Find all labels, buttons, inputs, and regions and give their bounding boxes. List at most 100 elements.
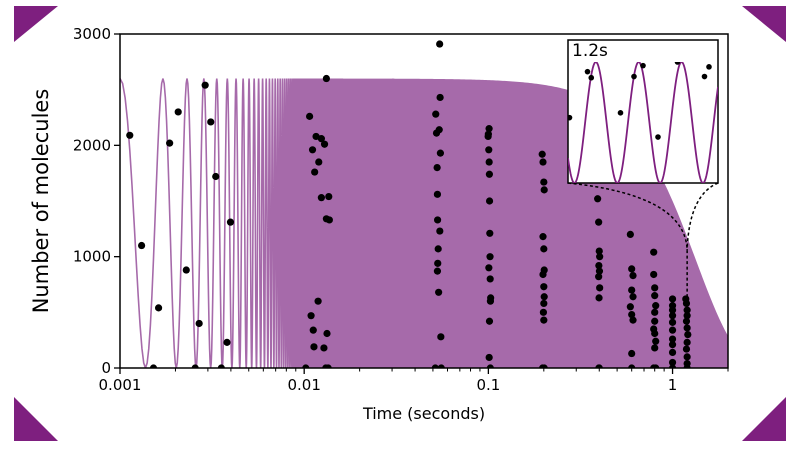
sample-point — [668, 364, 677, 368]
sample-point — [314, 297, 322, 305]
y-axis: 0 1000 2000 3000 — [73, 25, 120, 377]
sample-point — [540, 186, 548, 194]
sample-point — [629, 293, 637, 301]
sample-point — [434, 259, 442, 267]
x-axis-label: Time (seconds) — [362, 404, 485, 423]
sample-point — [668, 318, 677, 326]
sample-point — [191, 364, 199, 368]
zoom-line-left — [567, 182, 688, 299]
sample-point — [433, 216, 442, 224]
sample-point — [431, 364, 439, 368]
sample-point — [486, 253, 494, 261]
corner-decoration-top-right — [742, 6, 786, 42]
sample-point — [595, 273, 603, 281]
sample-point — [540, 293, 548, 301]
sample-point — [302, 364, 310, 368]
sample-point — [540, 316, 548, 324]
inset-sample-point — [640, 62, 646, 69]
inset-oscillation-line — [568, 62, 718, 183]
sample-point — [485, 317, 494, 325]
sample-point — [652, 337, 660, 345]
sample-point — [207, 118, 215, 126]
x-tick-label: 0.1 — [476, 376, 500, 394]
inset-frame — [567, 39, 719, 184]
x-tick-label: 0.01 — [287, 376, 320, 394]
inset-sample-point — [706, 64, 712, 70]
sample-point — [595, 247, 603, 255]
sample-point — [435, 288, 443, 296]
corner-decoration-bottom-left — [14, 397, 58, 441]
sample-point — [628, 349, 636, 358]
sample-point — [485, 125, 493, 133]
inset-sample-point — [655, 134, 661, 140]
y-axis-label: Number of molecules — [29, 89, 53, 314]
sample-point — [487, 294, 495, 302]
sample-point — [668, 348, 677, 357]
inset-sample-point — [701, 73, 708, 80]
plot-frame — [119, 33, 729, 369]
sample-point — [626, 230, 634, 238]
sample-point — [174, 108, 182, 116]
sample-point — [650, 270, 658, 279]
inset-sample-point — [588, 74, 595, 81]
sample-point — [683, 338, 691, 346]
sample-point — [485, 170, 493, 178]
sample-point — [651, 317, 659, 325]
sample-point — [486, 364, 494, 368]
sample-point — [652, 364, 660, 368]
sample-point — [433, 190, 442, 198]
sample-point — [540, 178, 548, 186]
x-tick-label: 1 — [668, 376, 678, 394]
sample-point — [683, 353, 691, 361]
sample-point — [540, 245, 548, 253]
sample-point — [683, 324, 691, 332]
sample-point — [315, 158, 323, 166]
inset-sample-point — [617, 110, 624, 116]
sample-point — [595, 218, 603, 226]
sample-points-layer — [126, 40, 692, 368]
sample-point — [317, 135, 325, 143]
sample-point — [310, 343, 318, 351]
y-tick-label: 1000 — [73, 248, 111, 266]
inset-plot — [568, 62, 718, 183]
sample-point — [166, 139, 174, 147]
sample-point — [595, 267, 604, 275]
sample-point — [223, 338, 231, 346]
sample-point — [628, 310, 636, 319]
sample-point — [306, 112, 314, 120]
sample-point — [485, 146, 493, 154]
sample-point — [595, 261, 603, 270]
sample-point — [683, 306, 691, 314]
sample-point — [217, 364, 225, 368]
sample-point — [195, 319, 203, 328]
sample-point — [626, 303, 634, 311]
sample-point — [154, 304, 163, 312]
sample-point — [596, 284, 604, 292]
sample-point — [668, 358, 677, 367]
sample-point — [668, 335, 677, 343]
sample-point — [539, 233, 547, 241]
sample-point — [682, 299, 691, 308]
sample-point — [138, 241, 146, 250]
sample-point — [486, 275, 494, 283]
sample-point — [682, 317, 691, 325]
sample-point — [539, 270, 547, 279]
inset-label: 1.2s — [572, 41, 608, 61]
sample-point — [485, 264, 493, 272]
sample-point — [682, 345, 691, 353]
x-axis: 0.001 0.01 0.1 1 — [99, 368, 729, 394]
sample-point — [485, 158, 493, 166]
sample-point — [668, 306, 677, 314]
y-tick-label: 0 — [101, 359, 111, 377]
sample-point — [435, 126, 443, 134]
sample-point — [322, 74, 330, 83]
sample-point — [539, 364, 547, 368]
sample-point — [628, 265, 636, 273]
sample-point — [628, 364, 636, 368]
sample-point — [226, 218, 235, 226]
sample-point — [325, 216, 333, 224]
sample-point — [436, 40, 444, 48]
sample-point — [317, 194, 325, 202]
sample-point — [432, 110, 440, 118]
